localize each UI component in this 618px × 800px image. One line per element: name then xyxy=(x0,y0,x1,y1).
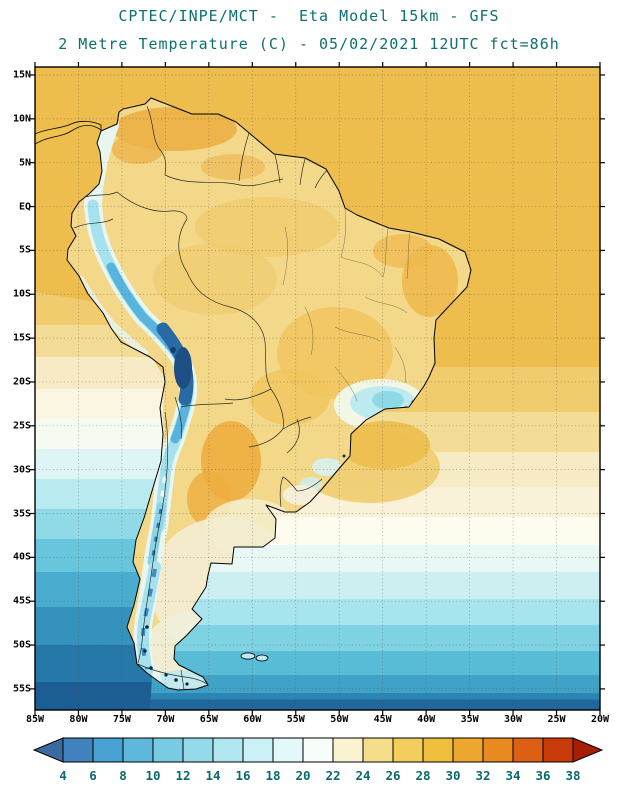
lon-label: 60W xyxy=(243,714,262,725)
lat-axis: 15N 10N 5N EQ 5S 10S 15S 20S 25S 30S 35S 40S 45S 50S 5… xyxy=(5,67,32,710)
colorbar-tick-label: 24 xyxy=(355,768,371,783)
colorbar-cell xyxy=(32,737,64,763)
colorbar-tick-label: 38 xyxy=(565,768,581,783)
lon-label: 65W xyxy=(199,714,218,725)
colorbar-tick-label: 10 xyxy=(145,768,161,783)
colorbar-cell xyxy=(572,737,604,763)
colorbar-cell xyxy=(242,737,274,763)
colorbar-tick-label: 20 xyxy=(295,768,311,783)
lon-label: 80W xyxy=(69,714,88,725)
lat-label: 20S xyxy=(12,376,31,388)
colorbar-cell xyxy=(302,737,334,763)
colorbar-tick-label: 36 xyxy=(535,768,551,783)
colorbar-tick-label: 26 xyxy=(385,768,401,783)
colorbar-cell xyxy=(182,737,214,763)
colorbar-tick-label: 32 xyxy=(475,768,491,783)
country-borders xyxy=(73,105,328,690)
lon-label: 50W xyxy=(330,714,349,725)
colorbar-tick-label: 28 xyxy=(415,768,431,783)
lon-label: 25W xyxy=(547,714,566,725)
colorbar-tick-label: 34 xyxy=(505,768,521,783)
lat-label: 40S xyxy=(12,551,31,563)
colorbar-tick-label: 6 xyxy=(89,768,97,783)
colorbar-cell xyxy=(422,737,454,763)
lat-label: 15S xyxy=(12,332,31,344)
colorbar-cell xyxy=(92,737,124,763)
warm-coastal-water-core xyxy=(340,421,430,469)
state-borders xyxy=(282,208,411,402)
colorbar-cell xyxy=(62,737,94,763)
colorbar-tick-label: 14 xyxy=(205,768,221,783)
colorbar xyxy=(32,737,604,763)
colorbar-tick-label: 16 xyxy=(235,768,251,783)
lat-label: 5S xyxy=(18,244,31,256)
map-title-line2: 2 Metre Temperature (C) - 05/02/2021 12U… xyxy=(58,35,560,53)
lat-label: 50S xyxy=(12,639,31,651)
colorbar-cell xyxy=(332,737,364,763)
lat-label: 10N xyxy=(12,113,31,125)
map-frame xyxy=(34,66,601,711)
colorbar-tick-label: 22 xyxy=(325,768,341,783)
axis-ticks xyxy=(30,62,605,715)
colorbar-svg xyxy=(32,737,604,763)
lat-label: 5N xyxy=(18,157,31,169)
lon-label: 30W xyxy=(504,714,523,725)
lon-label: 40W xyxy=(417,714,436,725)
lon-label: 45W xyxy=(373,714,392,725)
lon-axis: 85W 80W 75W 70W 65W 60W 55W 50W 45W 40W 35W 30W 25W 2… xyxy=(26,714,609,730)
lat-label: 45S xyxy=(12,595,31,607)
lat-label: 30S xyxy=(12,464,31,476)
lat-label: 35S xyxy=(12,508,31,519)
lon-label: 55W xyxy=(286,714,305,725)
lon-label: 85W xyxy=(25,714,45,725)
colorbar-cell xyxy=(482,737,514,763)
colorbar-cell xyxy=(122,737,154,763)
lat-label: 55S xyxy=(12,683,31,695)
colorbar-tick-label: 12 xyxy=(175,768,191,783)
colorbar-cell xyxy=(212,737,244,763)
colorbar-tick-label: 4 xyxy=(59,768,67,783)
lon-label: 20W xyxy=(590,714,609,725)
lat-label: 10S xyxy=(12,288,31,300)
lon-label: 75W xyxy=(112,714,131,725)
lon-label: 70W xyxy=(156,714,175,725)
temperature-map xyxy=(30,62,605,715)
colorbar-cell xyxy=(152,737,184,763)
colorbar-tick-label: 18 xyxy=(265,768,281,783)
lon-label: 35W xyxy=(460,714,479,725)
grid-lines xyxy=(35,67,600,710)
colorbar-cell xyxy=(392,737,424,763)
colorbar-ticks: 4 6 8 10 12 14 16 18 20 22 24 26 28 30 32 34 36 38 xyxy=(33,768,603,786)
map-title-line1: CPTEC/INPE/MCT - Eta Model 15km - GFS xyxy=(118,7,500,25)
colorbar-cell xyxy=(452,737,484,763)
colorbar-tick-label: 8 xyxy=(119,768,127,783)
falkland-islands xyxy=(240,652,269,662)
colorbar-tick-label: 30 xyxy=(445,768,461,783)
colorbar-cell xyxy=(512,737,544,763)
colorbar-cell xyxy=(542,737,574,763)
lat-label: 15N xyxy=(12,69,31,81)
colorbar-cell xyxy=(272,737,304,763)
colorbar-cell xyxy=(362,737,394,763)
lat-label: 25S xyxy=(12,420,31,432)
lat-label: EQ xyxy=(18,201,31,213)
